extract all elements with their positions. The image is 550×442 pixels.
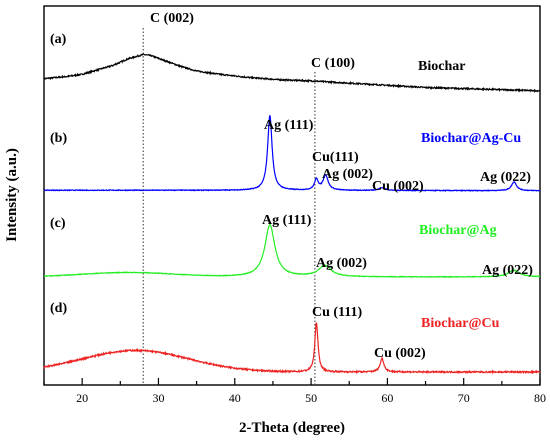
peak-label-b-cu002: Cu (002) bbox=[372, 179, 424, 194]
x-tick-label: 20 bbox=[76, 391, 88, 405]
series-line-biochar bbox=[43, 53, 541, 94]
series-name-biochar-ag-cu: Biochar@Ag-Cu bbox=[421, 131, 521, 146]
y-axis-label: Intensity (a.u.) bbox=[4, 148, 20, 242]
xrd-curves bbox=[43, 53, 541, 375]
x-tick-label: 80 bbox=[534, 391, 546, 405]
series-name-biochar: Biochar bbox=[418, 59, 465, 74]
panel-label-a: (a) bbox=[50, 32, 67, 47]
ref-label-c100: C (100) bbox=[311, 56, 355, 71]
x-tick-label: 70 bbox=[458, 391, 470, 405]
x-tick-label: 40 bbox=[229, 391, 241, 405]
peak-label-c-ag002: Ag (002) bbox=[316, 256, 367, 271]
x-tick-label: 30 bbox=[152, 391, 164, 405]
series-line-biochar-ag-cu bbox=[43, 115, 541, 193]
peak-label-b-ag022: Ag (022) bbox=[480, 170, 531, 185]
peak-label-c-ag022: Ag (022) bbox=[482, 263, 533, 278]
peak-label-b-ag002: Ag (002) bbox=[322, 167, 373, 182]
peak-label-d-cu002: Cu (002) bbox=[374, 346, 426, 361]
panel-label-b: (b) bbox=[50, 131, 67, 146]
series-line-biochar-ag bbox=[43, 223, 541, 279]
ref-label-c002: C (002) bbox=[150, 11, 194, 26]
x-axis-label: 2-Theta (degree) bbox=[239, 420, 345, 436]
series-line-biochar-cu bbox=[43, 322, 541, 375]
peak-label-c-ag111: Ag (111) bbox=[262, 213, 312, 228]
reference-lines bbox=[142, 28, 316, 385]
peak-label-b-ag111: Ag (111) bbox=[264, 118, 314, 133]
series-name-biochar-ag: Biochar@Ag bbox=[419, 223, 497, 238]
panel-label-d: (d) bbox=[50, 301, 67, 316]
plot-frame bbox=[43, 5, 541, 386]
x-tick-label: 50 bbox=[305, 391, 317, 405]
panel-label-c: (c) bbox=[50, 216, 66, 231]
series-name-biochar-cu: Biochar@Cu bbox=[421, 316, 500, 331]
peak-label-b-cu111: Cu(111) bbox=[312, 150, 359, 165]
x-tick-label: 60 bbox=[381, 391, 393, 405]
peak-label-d-cu111: Cu (111) bbox=[312, 305, 363, 320]
x-axis-ticks: 20 30 40 50 60 70 80 bbox=[43, 378, 546, 405]
